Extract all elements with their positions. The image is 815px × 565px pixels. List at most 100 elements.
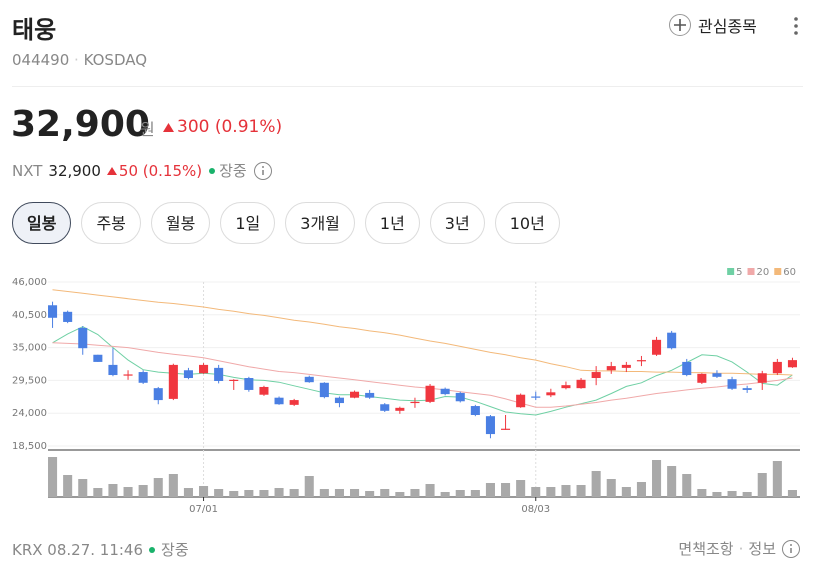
price-unit: 원 <box>140 120 155 139</box>
candle-body <box>168 364 178 399</box>
footer-status: 장중 <box>161 541 189 559</box>
candle-body <box>63 311 73 322</box>
candle-body <box>757 373 767 383</box>
candle-body <box>787 360 797 368</box>
volume-bar <box>63 475 73 497</box>
volume-bar <box>636 482 646 497</box>
candle-body <box>108 364 118 376</box>
period-tab[interactable]: 일봉 <box>12 202 72 244</box>
info-link[interactable]: 정보 <box>748 540 776 558</box>
up-triangle <box>106 166 117 175</box>
candle-body <box>606 366 616 371</box>
y-tick-label: 35,000 <box>12 343 47 354</box>
volume-bar <box>319 489 329 497</box>
period-tab[interactable]: 월봉 <box>150 202 211 244</box>
volume-bar <box>380 489 390 497</box>
x-tick-label: 08/03 <box>521 504 550 515</box>
volume-bar <box>138 485 148 497</box>
candle-body <box>470 406 480 415</box>
candle-body <box>712 373 722 377</box>
candle-body <box>682 361 692 376</box>
x-tick-label: 07/01 <box>189 504 218 515</box>
volume-bar <box>757 473 767 497</box>
volume-bar <box>697 489 707 497</box>
volume-bar <box>742 492 752 497</box>
volume-bar <box>787 490 797 497</box>
more-menu[interactable] <box>792 16 800 36</box>
candle-body <box>350 391 360 398</box>
legend-swatch <box>747 268 755 275</box>
y-tick-label: 46,000 <box>12 277 47 288</box>
candle-body <box>667 332 677 349</box>
volume-bar <box>546 487 556 497</box>
volume-bar <box>682 474 692 497</box>
period-tab[interactable]: 10년 <box>494 202 560 244</box>
volume-bar <box>214 489 224 497</box>
nxt-label: NXT <box>12 161 43 180</box>
y-tick-label: 18,500 <box>12 441 47 452</box>
candle-body <box>636 360 646 362</box>
volume-bar <box>123 487 133 497</box>
candle-body <box>501 428 511 430</box>
volume-bar <box>772 461 782 497</box>
volume-bar <box>289 489 299 497</box>
volume-bar <box>727 491 737 497</box>
plus-icon <box>669 14 691 36</box>
legend-label: 60 <box>783 267 796 278</box>
candle-body <box>244 378 254 390</box>
volume-bar <box>229 491 239 497</box>
nxt-change: 50 (0.15%) <box>118 161 203 180</box>
footer-right: 면책조항 · 정보 <box>678 538 801 559</box>
data-source: KRX 08.27. 11:46 <box>12 540 144 559</box>
period-tab[interactable]: 3개월 <box>285 202 355 244</box>
candle-body <box>153 388 163 401</box>
info-icon[interactable] <box>781 539 801 559</box>
price: 32,900 <box>11 104 150 145</box>
candle-body <box>652 339 662 355</box>
candle-body <box>48 305 58 318</box>
live-dot <box>209 167 216 174</box>
moving-average-line <box>52 342 793 408</box>
candle-body <box>319 382 329 398</box>
candle-body <box>380 404 390 411</box>
volume-bar <box>516 480 526 497</box>
candle-body <box>123 374 133 376</box>
volume-bar <box>199 486 209 497</box>
volume-bar <box>78 479 88 497</box>
volume-bar <box>410 489 420 497</box>
watch-button[interactable]: 관심종목 <box>668 13 757 37</box>
volume-bar <box>606 479 616 497</box>
candle-body <box>274 397 284 405</box>
period-tab[interactable]: 1일 <box>220 202 276 244</box>
price-change-text: 300 (0.91%) <box>177 117 283 137</box>
period-tab[interactable]: 3년 <box>429 202 485 244</box>
volume-bar <box>712 492 722 497</box>
info-icon[interactable] <box>253 161 273 181</box>
candle-body <box>455 392 465 402</box>
candle-body <box>229 379 239 382</box>
live-dot <box>149 546 156 553</box>
volume-bar <box>350 489 360 497</box>
volume-bar <box>304 476 314 497</box>
stock-name: 태웅 <box>12 16 57 44</box>
divider <box>12 86 803 87</box>
candle-body <box>727 379 737 389</box>
volume-bar <box>576 485 586 497</box>
disclaimer[interactable]: 면책조항 <box>678 540 734 558</box>
volume-bar <box>183 488 193 497</box>
volume-bar <box>48 457 58 497</box>
candle-body <box>561 385 571 389</box>
candle-body <box>621 364 631 368</box>
market-status: 장중 <box>219 162 247 180</box>
volume-bar <box>274 488 284 497</box>
period-tab[interactable]: 1년 <box>364 202 420 244</box>
legend-swatch <box>727 268 735 275</box>
footer-left: KRX 08.27. 11:46 장중 <box>12 539 189 560</box>
period-tab[interactable]: 주봉 <box>81 202 141 244</box>
volume-bar <box>485 483 495 497</box>
candle-body <box>78 327 88 349</box>
nxt-line: NXT 32,900 50 (0.15%) 장중 <box>12 160 273 181</box>
volume-bar <box>153 478 163 497</box>
